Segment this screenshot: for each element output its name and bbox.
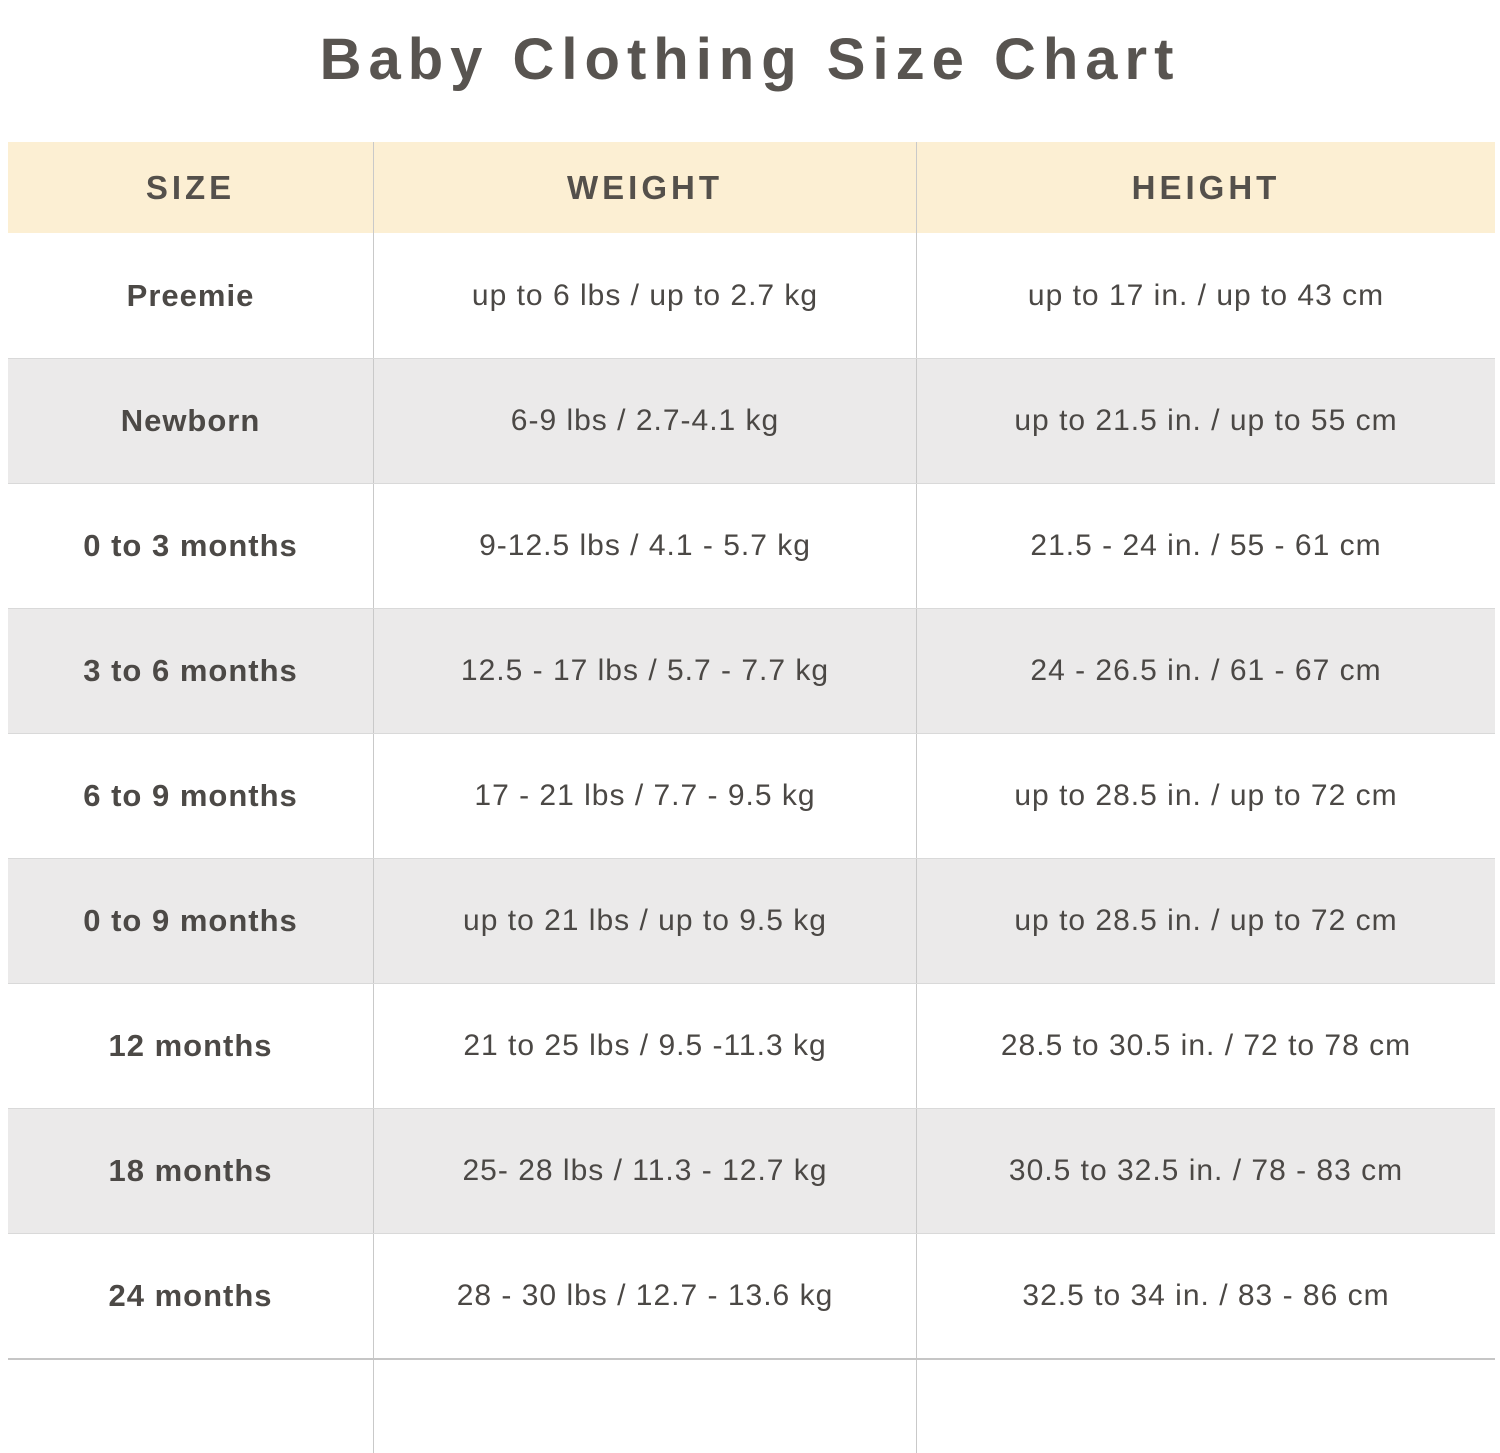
height-cell: up to 28.5 in. / up to 72 cm	[916, 734, 1495, 858]
height-cell: 21.5 - 24 in. / 55 - 61 cm	[916, 484, 1495, 608]
empty-height-cell	[916, 1360, 1495, 1453]
empty-size-cell	[8, 1360, 373, 1453]
table-row-0-3-months: 0 to 3 months 9-12.5 lbs / 4.1 - 5.7 kg …	[8, 483, 1495, 608]
weight-cell: 21 to 25 lbs / 9.5 -11.3 kg	[373, 984, 916, 1108]
size-cell: Newborn	[120, 403, 261, 438]
size-cell: 0 to 9 months	[83, 903, 298, 938]
weight-cell: 17 - 21 lbs / 7.7 - 9.5 kg	[373, 734, 916, 858]
height-cell: 30.5 to 32.5 in. / 78 - 83 cm	[916, 1109, 1495, 1233]
size-cell: 12 months	[108, 1028, 273, 1063]
weight-cell: up to 6 lbs / up to 2.7 kg	[373, 233, 916, 358]
column-header-weight: WEIGHT	[373, 142, 916, 233]
table-row-6-9-months: 6 to 9 months 17 - 21 lbs / 7.7 - 9.5 kg…	[8, 733, 1495, 858]
empty-weight-cell	[373, 1360, 916, 1453]
table-row-3-6-months: 3 to 6 months 12.5 - 17 lbs / 5.7 - 7.7 …	[8, 608, 1495, 733]
table-row-24-months: 24 months 28 - 30 lbs / 12.7 - 13.6 kg 3…	[8, 1233, 1495, 1358]
height-cell: up to 21.5 in. / up to 55 cm	[916, 359, 1495, 483]
height-cell: 32.5 to 34 in. / 83 - 86 cm	[916, 1234, 1495, 1358]
size-cell: 0 to 3 months	[83, 528, 298, 563]
size-cell: 24 months	[108, 1278, 273, 1313]
table-header-row: SIZE WEIGHT HEIGHT	[8, 142, 1495, 233]
weight-cell: 6-9 lbs / 2.7-4.1 kg	[373, 359, 916, 483]
size-cell: 3 to 6 months	[83, 653, 298, 688]
height-cell: 28.5 to 30.5 in. / 72 to 78 cm	[916, 984, 1495, 1108]
table-row-preemie: Preemie up to 6 lbs / up to 2.7 kg up to…	[8, 233, 1495, 358]
height-cell: up to 17 in. / up to 43 cm	[916, 233, 1495, 358]
table-row-12-months: 12 months 21 to 25 lbs / 9.5 -11.3 kg 28…	[8, 983, 1495, 1108]
weight-cell: up to 21 lbs / up to 9.5 kg	[373, 859, 916, 983]
height-cell: 24 - 26.5 in. / 61 - 67 cm	[916, 609, 1495, 733]
weight-cell: 28 - 30 lbs / 12.7 - 13.6 kg	[373, 1234, 916, 1358]
weight-cell: 9-12.5 lbs / 4.1 - 5.7 kg	[373, 484, 916, 608]
weight-cell: 25- 28 lbs / 11.3 - 12.7 kg	[373, 1109, 916, 1233]
size-chart-table: SIZE WEIGHT HEIGHT Preemie up to 6 lbs /…	[8, 142, 1495, 1453]
size-cell: Preemie	[126, 277, 255, 313]
table-row-18-months: 18 months 25- 28 lbs / 11.3 - 12.7 kg 30…	[8, 1108, 1495, 1233]
weight-cell: 12.5 - 17 lbs / 5.7 - 7.7 kg	[373, 609, 916, 733]
table-row-empty	[8, 1358, 1495, 1453]
page-title: Baby Clothing Size Chart	[319, 27, 1181, 92]
column-header-size: SIZE	[145, 168, 236, 206]
size-cell: 18 months	[108, 1153, 273, 1188]
table-row-newborn: Newborn 6-9 lbs / 2.7-4.1 kg up to 21.5 …	[8, 358, 1495, 483]
column-header-height: HEIGHT	[916, 142, 1495, 233]
table-row-0-9-months: 0 to 9 months up to 21 lbs / up to 9.5 k…	[8, 858, 1495, 983]
size-cell: 6 to 9 months	[83, 778, 298, 813]
height-cell: up to 28.5 in. / up to 72 cm	[916, 859, 1495, 983]
